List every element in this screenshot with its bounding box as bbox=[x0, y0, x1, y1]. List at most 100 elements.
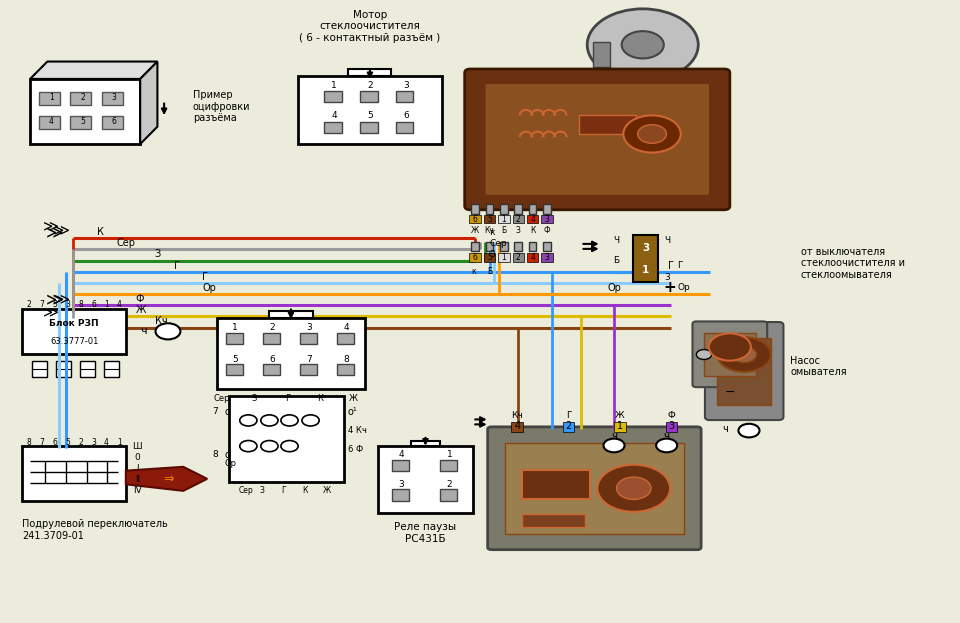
Bar bbox=[360, 92, 377, 103]
Text: ч: ч bbox=[663, 430, 670, 440]
Bar bbox=[300, 333, 317, 344]
Circle shape bbox=[616, 477, 651, 500]
Text: 2: 2 bbox=[446, 480, 452, 489]
Text: −: − bbox=[725, 386, 735, 399]
Bar bbox=[522, 514, 585, 527]
Text: 4: 4 bbox=[530, 253, 535, 262]
Text: 3: 3 bbox=[398, 480, 404, 489]
Text: 3: 3 bbox=[112, 93, 117, 102]
Text: ο¹: ο¹ bbox=[348, 407, 358, 417]
FancyBboxPatch shape bbox=[488, 427, 701, 549]
Circle shape bbox=[156, 323, 180, 340]
Text: 3: 3 bbox=[65, 300, 70, 308]
Text: ο: ο bbox=[225, 450, 230, 460]
Text: 4 Кч: 4 Кч bbox=[348, 426, 367, 435]
Bar bbox=[717, 338, 771, 404]
Text: ≫: ≫ bbox=[54, 222, 70, 237]
Bar bbox=[337, 364, 354, 375]
Text: ч: ч bbox=[722, 424, 728, 434]
Bar bbox=[229, 396, 344, 482]
Text: 1: 1 bbox=[642, 265, 649, 275]
Bar bbox=[634, 235, 658, 282]
Circle shape bbox=[738, 424, 759, 437]
Text: Сер: Сер bbox=[116, 238, 135, 249]
Text: 7: 7 bbox=[39, 438, 44, 447]
Bar bbox=[32, 361, 47, 378]
Text: Ч: Ч bbox=[612, 236, 619, 245]
Bar bbox=[471, 242, 479, 250]
Bar bbox=[104, 361, 119, 378]
Text: Г: Г bbox=[203, 272, 208, 282]
Text: Блок РЗП: Блок РЗП bbox=[49, 319, 99, 328]
Text: 63.3777-01: 63.3777-01 bbox=[50, 336, 98, 346]
Text: К: К bbox=[302, 486, 307, 495]
Bar bbox=[324, 122, 342, 133]
Text: от выключателя
стеклоочистителя и
стеклоомывателя: от выключателя стеклоочистителя и стекло… bbox=[801, 247, 904, 280]
Text: 5: 5 bbox=[52, 300, 58, 308]
FancyBboxPatch shape bbox=[705, 322, 783, 420]
Text: Подрулевой переключатель
241.3709-01: Подрулевой переключатель 241.3709-01 bbox=[22, 520, 168, 541]
Text: 2: 2 bbox=[516, 253, 520, 262]
FancyBboxPatch shape bbox=[465, 69, 730, 210]
Text: 3: 3 bbox=[544, 253, 549, 262]
Circle shape bbox=[302, 415, 319, 426]
Bar bbox=[396, 92, 414, 103]
Text: Ж: Ж bbox=[471, 226, 479, 235]
Text: Г: Г bbox=[174, 260, 180, 270]
Bar bbox=[38, 92, 60, 105]
Bar bbox=[543, 242, 551, 250]
Bar bbox=[337, 333, 354, 344]
Bar bbox=[70, 92, 91, 105]
Text: 6: 6 bbox=[270, 354, 276, 364]
Bar bbox=[440, 460, 457, 471]
Text: ≫: ≫ bbox=[45, 290, 62, 308]
Bar bbox=[392, 460, 409, 471]
Bar bbox=[498, 215, 510, 224]
Text: Кч: Кч bbox=[512, 411, 523, 420]
Text: 5: 5 bbox=[232, 354, 238, 364]
Text: Г: Г bbox=[668, 260, 675, 270]
Text: к: к bbox=[490, 227, 495, 237]
Text: 4: 4 bbox=[49, 117, 54, 126]
Bar bbox=[263, 364, 280, 375]
Bar bbox=[522, 470, 590, 499]
Text: 3: 3 bbox=[642, 243, 649, 253]
Text: ⇒: ⇒ bbox=[163, 472, 174, 485]
Bar bbox=[515, 204, 522, 214]
Text: 6: 6 bbox=[472, 253, 478, 262]
Bar bbox=[469, 253, 481, 262]
Text: Ор: Ор bbox=[203, 283, 216, 293]
Bar bbox=[300, 364, 317, 375]
Polygon shape bbox=[140, 62, 157, 144]
Text: Ж: Ж bbox=[348, 394, 358, 403]
Text: 2: 2 bbox=[516, 214, 520, 224]
Text: 3: 3 bbox=[91, 438, 96, 447]
Text: Ор: Ор bbox=[607, 283, 621, 293]
Text: 1: 1 bbox=[104, 300, 108, 308]
Text: 6 Ф: 6 Ф bbox=[348, 445, 363, 454]
Text: 1: 1 bbox=[117, 438, 122, 447]
Text: З: З bbox=[516, 226, 520, 235]
Text: Реле паузы
РС431Б: Реле паузы РС431Б bbox=[395, 522, 457, 544]
Bar bbox=[360, 122, 377, 133]
Bar bbox=[515, 242, 522, 250]
Bar bbox=[324, 92, 342, 103]
Text: З: З bbox=[155, 249, 160, 259]
Circle shape bbox=[637, 125, 666, 143]
Text: Ш: Ш bbox=[132, 442, 142, 450]
Text: 4: 4 bbox=[530, 214, 535, 224]
Bar bbox=[498, 253, 510, 262]
Text: Насос
омывателя: Насос омывателя bbox=[790, 356, 847, 378]
Bar bbox=[217, 318, 365, 389]
Text: ≫: ≫ bbox=[43, 304, 60, 319]
Text: 1: 1 bbox=[617, 421, 623, 431]
Text: 0: 0 bbox=[134, 453, 140, 462]
Bar bbox=[505, 443, 684, 533]
Text: 3: 3 bbox=[664, 273, 670, 282]
Text: 8: 8 bbox=[78, 300, 83, 308]
Bar bbox=[513, 215, 524, 224]
Bar bbox=[377, 446, 473, 513]
Text: 6: 6 bbox=[52, 438, 58, 447]
Text: Сер: Сер bbox=[490, 239, 507, 248]
Text: ч: ч bbox=[140, 326, 146, 336]
